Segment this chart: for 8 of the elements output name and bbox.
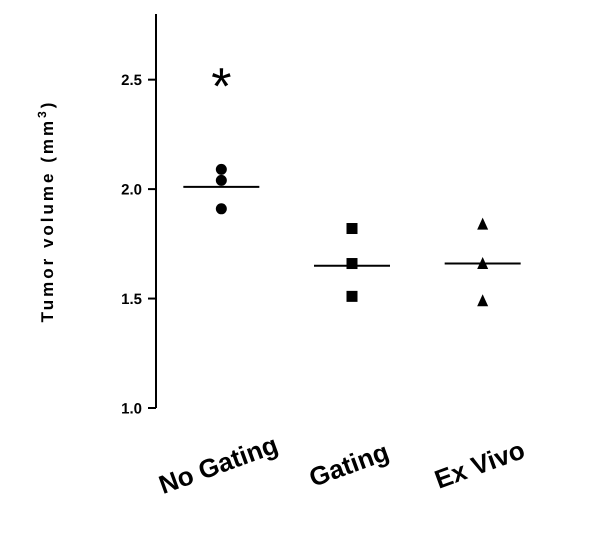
y-tick-label: 2.5 [121,72,142,89]
y-tick-label: 1.5 [121,290,142,308]
y-tick-label: 1.0 [121,400,142,418]
x-tick-label: Ex Vivo [430,434,529,495]
x-tick-label: Gating [305,436,393,493]
x-tick-label: No Gating [154,429,282,500]
y-tick-label: 2.0 [121,181,142,198]
annotation: * [211,58,232,116]
